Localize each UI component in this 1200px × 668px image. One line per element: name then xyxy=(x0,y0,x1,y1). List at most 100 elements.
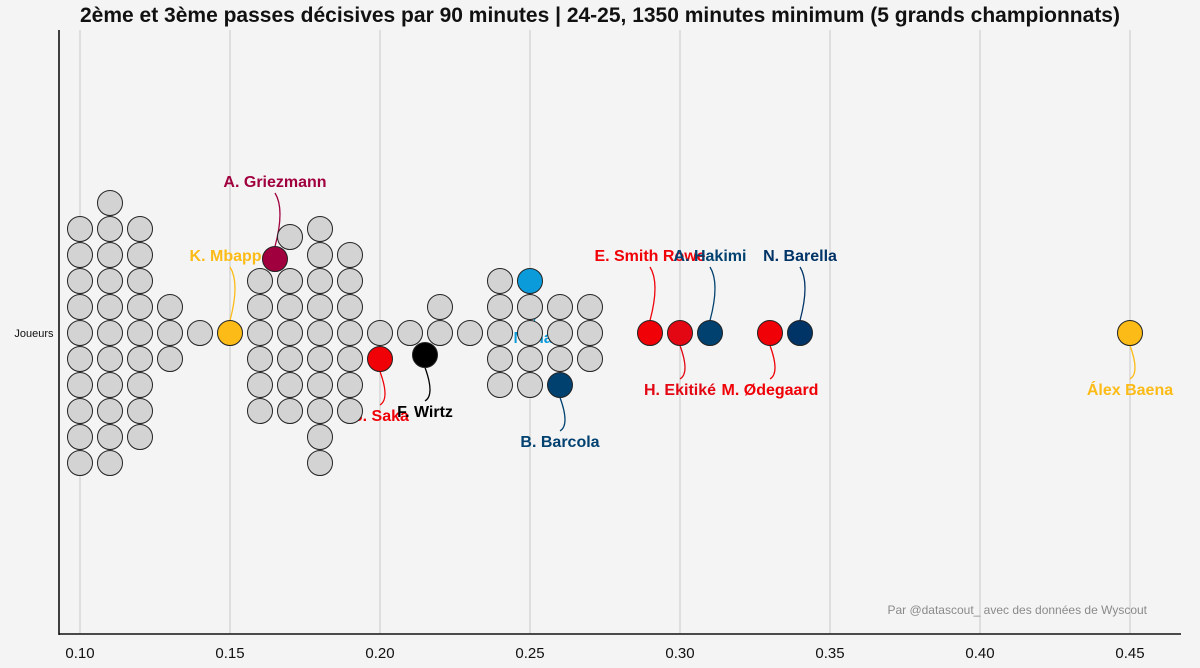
player-point xyxy=(397,320,423,346)
player-point xyxy=(97,294,123,320)
player-point xyxy=(337,268,363,294)
player-point xyxy=(247,268,273,294)
s-nanasi-point xyxy=(517,268,543,294)
player-point xyxy=(97,190,123,216)
player-point xyxy=(277,372,303,398)
k-mbappe-point xyxy=(217,320,243,346)
alex-baena-connector xyxy=(1129,345,1136,380)
n-barella-point xyxy=(787,320,813,346)
player-point xyxy=(337,320,363,346)
player-point xyxy=(547,320,573,346)
player-point xyxy=(157,320,183,346)
n-barella-connector xyxy=(799,266,806,321)
b-barcola-connector xyxy=(559,397,566,432)
player-point xyxy=(307,268,333,294)
m-odegaard-point xyxy=(757,320,783,346)
h-ekitike-connector xyxy=(679,345,686,380)
player-point xyxy=(517,346,543,372)
player-point xyxy=(127,320,153,346)
player-point xyxy=(97,268,123,294)
player-point xyxy=(307,450,333,476)
player-point xyxy=(127,242,153,268)
player-point xyxy=(457,320,483,346)
player-point xyxy=(307,424,333,450)
alex-baena-point xyxy=(1117,320,1143,346)
player-point xyxy=(127,268,153,294)
player-point xyxy=(247,294,273,320)
player-point xyxy=(367,320,393,346)
player-point xyxy=(337,242,363,268)
k-mbappe-connector xyxy=(229,266,236,321)
b-barcola-point xyxy=(547,372,573,398)
player-point xyxy=(577,320,603,346)
chart-title: 2ème et 3ème passes décisives par 90 min… xyxy=(80,4,1120,27)
player-point xyxy=(337,372,363,398)
player-point xyxy=(517,294,543,320)
player-point xyxy=(67,320,93,346)
b-saka-label: B. Saka xyxy=(351,408,409,425)
player-point xyxy=(487,346,513,372)
m-odegaard-connector xyxy=(769,345,776,380)
player-point xyxy=(67,398,93,424)
player-point xyxy=(127,216,153,242)
player-point xyxy=(487,320,513,346)
b-saka-connector xyxy=(379,371,386,406)
player-point xyxy=(67,450,93,476)
credit-text: Par @datascout_ avec des données de Wysc… xyxy=(887,603,1147,617)
b-barcola-label: B. Barcola xyxy=(520,434,599,451)
a-griezmann-point xyxy=(262,246,288,272)
h-ekitike-label: H. Ekitiké xyxy=(644,382,716,399)
x-tick-label: 0.45 xyxy=(1115,645,1144,662)
n-barella-label: N. Barella xyxy=(763,248,837,265)
player-point xyxy=(307,398,333,424)
player-point xyxy=(487,372,513,398)
player-point xyxy=(67,216,93,242)
f-wirtz-label: F. Wirtz xyxy=(397,404,453,421)
player-point xyxy=(97,320,123,346)
player-point xyxy=(67,294,93,320)
player-point xyxy=(307,294,333,320)
x-tick-label: 0.40 xyxy=(965,645,994,662)
x-tick-label: 0.15 xyxy=(215,645,244,662)
player-point xyxy=(307,372,333,398)
player-point xyxy=(277,320,303,346)
e-smith-rowe-point xyxy=(637,320,663,346)
player-point xyxy=(427,294,453,320)
player-point xyxy=(97,346,123,372)
player-point xyxy=(157,346,183,372)
x-tick-label: 0.35 xyxy=(815,645,844,662)
player-point xyxy=(97,372,123,398)
player-point xyxy=(307,320,333,346)
k-mbappe-label: K. Mbappé xyxy=(190,248,271,265)
player-point xyxy=(97,398,123,424)
player-point xyxy=(97,424,123,450)
player-point xyxy=(337,398,363,424)
player-point xyxy=(277,398,303,424)
player-point xyxy=(307,242,333,268)
player-point xyxy=(487,268,513,294)
e-smith-rowe-connector xyxy=(649,266,656,321)
player-point xyxy=(277,224,303,250)
a-hakimi-label: A. Hakimi xyxy=(674,248,747,265)
player-point xyxy=(97,216,123,242)
player-point xyxy=(127,294,153,320)
m-odegaard-label: M. Ødegaard xyxy=(722,382,819,399)
player-point xyxy=(247,372,273,398)
player-point xyxy=(277,294,303,320)
x-tick-label: 0.30 xyxy=(665,645,694,662)
player-point xyxy=(187,320,213,346)
player-point xyxy=(517,320,543,346)
h-ekitike-point xyxy=(667,320,693,346)
player-point xyxy=(67,346,93,372)
x-tick-label: 0.20 xyxy=(365,645,394,662)
f-wirtz-point xyxy=(412,342,438,368)
player-point xyxy=(547,346,573,372)
player-point xyxy=(247,320,273,346)
y-axis-label: Joueurs xyxy=(14,328,54,340)
player-point xyxy=(67,242,93,268)
player-point xyxy=(577,294,603,320)
player-point xyxy=(517,372,543,398)
f-wirtz-connector xyxy=(424,367,431,402)
alex-baena-label: Álex Baena xyxy=(1087,380,1173,399)
